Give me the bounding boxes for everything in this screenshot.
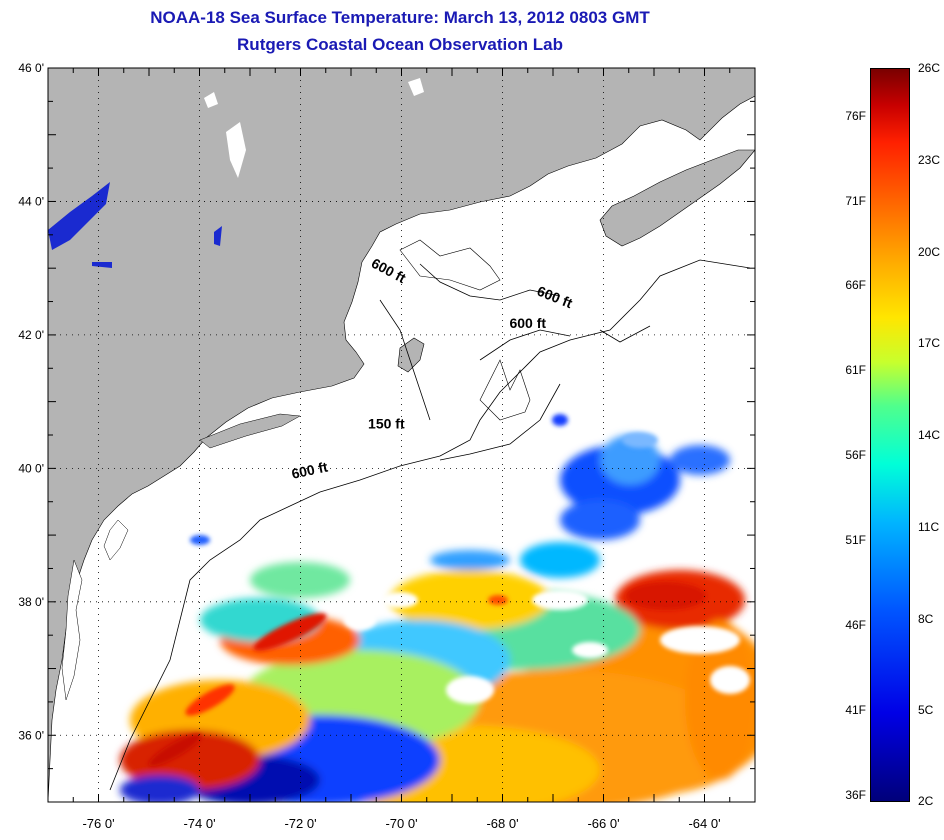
axis-ticks	[47, 67, 756, 803]
lake	[408, 78, 424, 96]
lat-tick-label: 42 0'	[18, 328, 44, 342]
land-nova-scotia	[599, 149, 755, 247]
bay-chesapeake	[61, 559, 83, 701]
lake-blue	[92, 262, 112, 268]
lat-tick-label: 38 0'	[18, 595, 44, 609]
colorbar-celsius-label: 5C	[918, 703, 934, 718]
colorbar-fahrenheit-label: 51F	[845, 533, 866, 548]
bank-shoals	[399, 239, 531, 421]
land-mainland	[48, 68, 755, 802]
colorbar-fahrenheit-label: 71F	[845, 193, 866, 208]
lon-tick-label: -66 0'	[587, 816, 619, 831]
lon-tick-label: -64 0'	[688, 816, 720, 831]
lake-blue	[214, 226, 222, 246]
isobath-label: 600 ft	[290, 458, 329, 481]
colorbar-celsius-label: 8C	[918, 611, 934, 626]
lon-tick-label: -72 0'	[284, 816, 316, 831]
cloud-cover	[344, 590, 750, 704]
lon-tick-label: -76 0'	[82, 816, 114, 831]
colorbar-fahrenheit-label: 66F	[845, 278, 866, 293]
lat-tick-label: 44 0'	[18, 194, 44, 208]
map-subtitle: Rutgers Coastal Ocean Observation Lab	[237, 35, 563, 54]
lon-tick-label: -68 0'	[486, 816, 518, 831]
colorbar-fahrenheit-label: 61F	[845, 363, 866, 378]
colorbar-celsius-label: 14C	[918, 428, 941, 442]
colorbar-fahrenheit-label: 41F	[845, 703, 866, 718]
axis-labels: -76 0' -74 0' -72 0' -70 0' -68 0' -66 0' -64 …	[18, 61, 720, 831]
colorbar-celsius-label: 23C	[918, 152, 941, 167]
colorbar-fahrenheit-label: 46F	[845, 618, 866, 633]
sst-detail	[148, 414, 706, 767]
lat-tick-label: 46 0'	[18, 61, 44, 75]
isobath-contours	[109, 259, 751, 791]
isobath-label: 600 ft	[509, 315, 546, 331]
bay-delaware	[103, 519, 129, 561]
colorbar-celsius-label: 26C	[918, 61, 941, 75]
lon-tick-label: -70 0'	[385, 816, 417, 831]
isobath-label: 150 ft	[368, 415, 405, 431]
temperature-colorbar	[870, 68, 910, 802]
colorbar-fahrenheit-label: 76F	[845, 108, 866, 123]
land-cape-cod	[397, 337, 425, 373]
colorbar-celsius-label: 2C	[918, 794, 934, 808]
lat-tick-label: 40 0'	[18, 461, 44, 475]
colorbar-celsius-label: 11C	[918, 519, 940, 534]
colorbar-celsius-label: 17C	[918, 336, 941, 351]
colorbar-celsius-label: 20C	[918, 244, 941, 259]
land-long-island	[199, 413, 301, 449]
lake	[204, 92, 218, 108]
colorbar-fahrenheit-label: 36F	[845, 788, 866, 803]
map-title: NOAA-18 Sea Surface Temperature: March 1…	[150, 8, 650, 27]
colorbar-fahrenheit-label: 56F	[845, 448, 866, 463]
lake-ontario	[48, 182, 110, 250]
lat-tick-label: 36 0'	[18, 728, 44, 742]
lon-tick-label: -74 0'	[183, 816, 215, 831]
lake	[226, 122, 246, 178]
graticule	[48, 68, 755, 802]
